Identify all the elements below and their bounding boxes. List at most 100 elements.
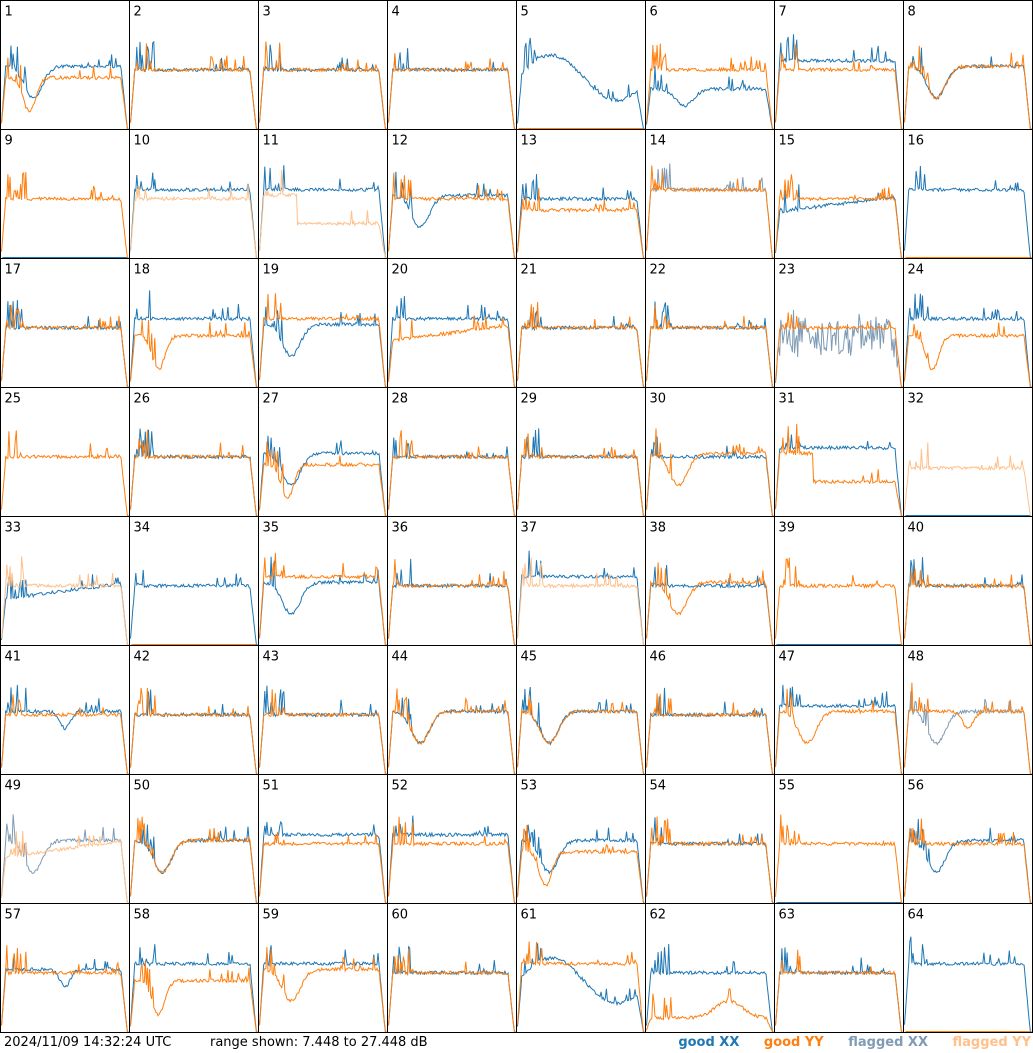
yy-trace xyxy=(775,423,903,516)
panel-number: 56 xyxy=(908,779,925,794)
xx-trace xyxy=(646,943,774,1032)
yy-trace xyxy=(646,693,774,774)
yy-trace xyxy=(904,568,1032,645)
panel-number: 25 xyxy=(5,392,22,407)
yy-trace xyxy=(1,556,129,645)
yy-trace xyxy=(904,45,1032,129)
panel-number: 3 xyxy=(263,5,271,20)
yy-trace xyxy=(1,430,129,516)
panel-33: 33 xyxy=(0,516,130,646)
panel-40: 40 xyxy=(903,516,1033,646)
panel-59: 59 xyxy=(258,903,388,1033)
xx-trace xyxy=(388,945,516,1032)
yy-trace xyxy=(517,824,645,903)
panel-14: 14 xyxy=(645,129,775,259)
yy-trace xyxy=(517,557,645,645)
panel-frame xyxy=(258,258,388,388)
yy-trace xyxy=(517,187,645,258)
panel-11: 11 xyxy=(258,129,388,259)
yy-trace xyxy=(517,301,645,387)
panel-41: 41 xyxy=(0,645,130,775)
panel-52: 52 xyxy=(387,774,517,904)
legend-good-xx: good XX xyxy=(678,1035,740,1050)
panel-number: 1 xyxy=(5,5,13,20)
panel-6: 6 xyxy=(645,0,775,130)
panel-34: 34 xyxy=(129,516,259,646)
panel-number: 18 xyxy=(134,263,151,278)
panel-number: 45 xyxy=(521,650,538,665)
yy-trace xyxy=(130,429,258,516)
yy-trace xyxy=(259,441,387,516)
panel-number: 61 xyxy=(521,908,538,923)
panel-frame xyxy=(387,774,517,904)
panel-31: 31 xyxy=(774,387,904,517)
panel-23: 23 xyxy=(774,258,904,388)
xx-trace xyxy=(130,569,258,645)
panel-19: 19 xyxy=(258,258,388,388)
panel-frame xyxy=(516,387,646,517)
panel-number: 21 xyxy=(521,263,538,278)
xx-trace xyxy=(775,309,903,387)
legend: good XX good YY flagged XX flagged YY xyxy=(658,1035,1031,1050)
panel-frame xyxy=(516,258,646,388)
panel-frame xyxy=(903,258,1033,388)
panel-frame xyxy=(387,903,517,1033)
panel-frame xyxy=(516,0,646,130)
panel-number: 11 xyxy=(263,134,280,149)
yy-trace xyxy=(904,818,1032,903)
panel-28: 28 xyxy=(387,387,517,517)
xx-trace xyxy=(904,165,1032,258)
panel-30: 30 xyxy=(645,387,775,517)
panel-60: 60 xyxy=(387,903,517,1033)
yy-trace xyxy=(388,172,516,258)
panel-8: 8 xyxy=(903,0,1033,130)
yy-trace xyxy=(259,947,387,1032)
panel-number: 13 xyxy=(521,134,538,149)
panel-number: 15 xyxy=(779,134,796,149)
panel-frame xyxy=(258,645,388,775)
yy-trace xyxy=(259,293,387,387)
panel-number: 59 xyxy=(263,908,280,923)
panel-number: 7 xyxy=(779,5,787,20)
panel-10: 10 xyxy=(129,129,259,259)
panel-61: 61 xyxy=(516,903,646,1033)
xx-trace xyxy=(388,296,516,387)
panel-number: 63 xyxy=(779,908,796,923)
panel-number: 19 xyxy=(263,263,280,278)
yy-trace xyxy=(130,816,258,903)
panel-36: 36 xyxy=(387,516,517,646)
yy-trace xyxy=(388,430,516,516)
panel-frame xyxy=(645,0,775,130)
panel-13: 13 xyxy=(516,129,646,259)
panel-63: 63 xyxy=(774,903,904,1033)
panel-number: 23 xyxy=(779,263,796,278)
panel-number: 8 xyxy=(908,5,916,20)
panel-62: 62 xyxy=(645,903,775,1033)
panel-frame xyxy=(129,645,259,775)
xx-trace xyxy=(130,944,258,1032)
panel-48: 48 xyxy=(903,645,1033,775)
xx-trace xyxy=(904,293,1032,387)
panel-frame xyxy=(387,516,517,646)
panel-frame xyxy=(129,0,259,130)
panel-frame xyxy=(903,129,1033,259)
range-label: range shown: 7.448 to 27.448 dB xyxy=(210,1035,428,1050)
panel-58: 58 xyxy=(129,903,259,1033)
legend-flagged-yy: flagged YY xyxy=(952,1035,1032,1050)
panel-26: 26 xyxy=(129,387,259,517)
yy-trace xyxy=(646,305,774,387)
panel-frame xyxy=(129,903,259,1033)
yy-trace xyxy=(130,43,258,129)
yy-trace xyxy=(259,41,387,129)
panel-number: 6 xyxy=(650,5,658,20)
panel-number: 57 xyxy=(5,908,22,923)
panel-number: 32 xyxy=(908,392,925,407)
panel-21: 21 xyxy=(516,258,646,388)
panel-37: 37 xyxy=(516,516,646,646)
xx-trace xyxy=(517,824,645,903)
panel-number: 40 xyxy=(908,521,925,536)
yy-trace xyxy=(517,433,645,516)
legend-flagged-xx: flagged XX xyxy=(848,1035,928,1050)
panel-number: 28 xyxy=(392,392,409,407)
xx-trace xyxy=(259,685,387,774)
